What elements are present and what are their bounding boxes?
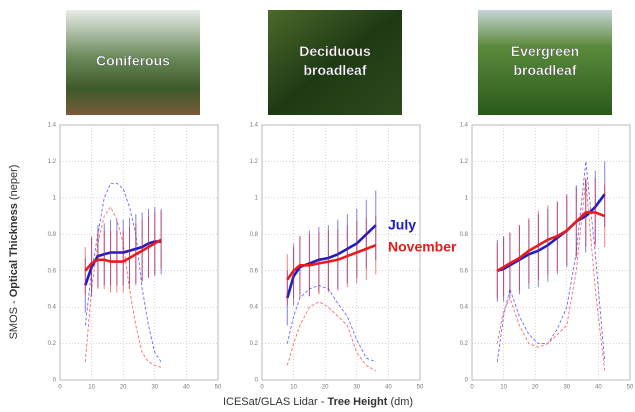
y-tick-label: 0.2 [48,341,57,347]
x-axis-label: ICESat/GLAS Lidar - Tree Height (dm) [223,396,413,408]
y-tick-label: 0.4 [48,305,57,311]
plot-frame [472,125,630,380]
x-tick-label: 20 [322,385,329,391]
y-tick-label: 0.6 [48,268,57,274]
x-tick-label: 50 [627,385,634,391]
x-tick-label: 50 [215,385,222,391]
y-tick-label: 0.4 [250,305,259,311]
panel-title: Evergreen [511,43,579,59]
distribution-line [497,180,604,371]
x-label-part: Tree Height [327,396,387,408]
y-tick-label: 1 [53,195,57,201]
x-label-part: ICESat/GLAS Lidar - [223,396,328,408]
x-tick-label: 40 [595,385,602,391]
panel-title: broadleaf [303,62,366,78]
y-tick-label: 0 [255,378,259,384]
x-tick-label: 30 [353,385,360,391]
x-tick-label: 10 [500,385,507,391]
y-tick-label: 1.2 [250,159,259,165]
y-tick-label: 1.4 [48,123,57,129]
x-tick-label: 40 [183,385,190,391]
panel-title: Coniferous [96,53,170,69]
legend-label: November [388,239,457,255]
y-tick-label: 0.6 [250,268,259,274]
x-tick-label: 40 [385,385,392,391]
x-tick-label: 0 [58,385,62,391]
y-tick-label: 0.6 [460,268,469,274]
y-tick-label: 0.4 [460,305,469,311]
y-tick-label: 0.2 [250,341,259,347]
series-line [287,245,376,280]
x-tick-label: 20 [120,385,127,391]
series-line [497,194,604,271]
x-tick-label: 30 [563,385,570,391]
x-tick-label: 50 [417,385,424,391]
x-tick-label: 20 [532,385,539,391]
y-tick-label: 0 [53,378,57,384]
y-tick-label: 0.8 [250,232,259,238]
distribution-line [287,285,376,362]
y-label-part: (neper) [8,165,20,204]
panel-title: broadleaf [513,62,576,78]
panel-title: Deciduous [299,43,371,59]
y-tick-label: 0.8 [48,232,57,238]
y-tick-label: 0.2 [460,341,469,347]
y-tick-label: 0 [465,378,469,384]
y-axis-label: SMOS - Optical Thickness (neper) [8,165,20,340]
y-tick-label: 0.8 [460,232,469,238]
x-tick-label: 0 [470,385,474,391]
legend-label: July [388,217,416,233]
y-tick-label: 1.2 [48,159,57,165]
x-tick-label: 10 [290,385,297,391]
figure: SMOS - Optical Thickness (neper) ICESat/… [0,0,635,412]
x-tick-label: 0 [260,385,264,391]
x-tick-label: 30 [151,385,158,391]
y-tick-label: 1.2 [460,159,469,165]
y-label-part: SMOS - [8,297,20,339]
y-label-part: Optical Thickness [8,203,20,297]
distribution-line [287,302,376,371]
y-tick-label: 1 [465,195,469,201]
x-label-part: (dm) [387,396,413,408]
y-tick-label: 1.4 [250,123,259,129]
x-tick-label: 10 [88,385,95,391]
y-tick-label: 1.4 [460,123,469,129]
y-tick-label: 1 [255,195,259,201]
